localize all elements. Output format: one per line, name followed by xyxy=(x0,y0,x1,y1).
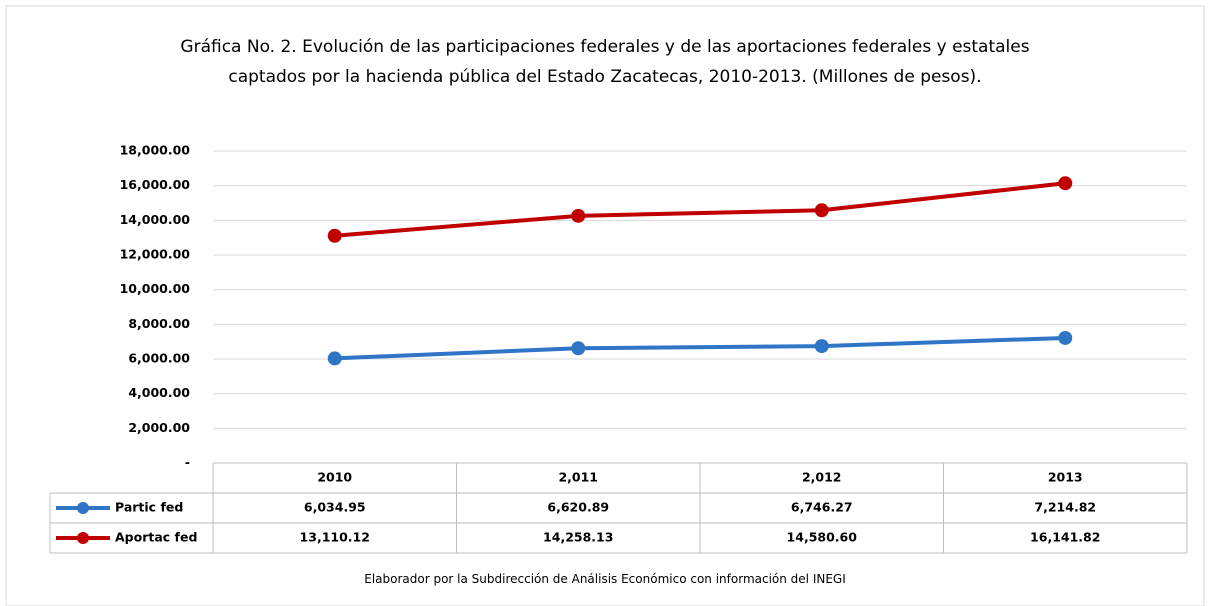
legend-label: Aportac fed xyxy=(115,530,197,545)
y-tick-label: 6,000.00 xyxy=(128,351,190,366)
table-value: 6,034.95 xyxy=(304,500,366,515)
table-value: 6,746.27 xyxy=(791,500,853,515)
x-tick-label: 2010 xyxy=(317,470,352,485)
marker xyxy=(814,339,829,354)
frame xyxy=(5,5,1205,606)
y-tick-label: 8,000.00 xyxy=(128,316,190,331)
marker xyxy=(814,203,829,218)
marker xyxy=(327,228,342,243)
series-line xyxy=(334,181,1066,238)
y-tick-label: 10,000.00 xyxy=(120,281,191,296)
table-value: 14,258.13 xyxy=(543,530,613,545)
marker xyxy=(571,208,586,223)
y-tick-label: 4,000.00 xyxy=(128,385,190,400)
y-tick-label: 16,000.00 xyxy=(120,177,191,192)
table-value: 14,580.60 xyxy=(787,530,858,545)
legend-label: Partic fed xyxy=(115,500,183,515)
chart-title: Gráfica No. 2. Evolución de las particip… xyxy=(180,37,1030,87)
marker xyxy=(571,341,586,356)
x-tick-label: 2013 xyxy=(1048,470,1083,485)
source-note: Elaborador por la Subdirección de Anális… xyxy=(364,572,846,586)
table-value: 7,214.82 xyxy=(1034,500,1096,515)
table-value: 13,110.12 xyxy=(300,530,370,545)
y-tick-label: 14,000.00 xyxy=(120,212,191,227)
marker xyxy=(1058,176,1073,191)
y-tick-label: 12,000.00 xyxy=(120,247,191,262)
table-value: 6,620.89 xyxy=(547,500,609,515)
x-tick-label: 2,012 xyxy=(802,470,842,485)
legend-marker xyxy=(77,532,89,544)
series-line xyxy=(334,335,1066,361)
marker xyxy=(1058,330,1073,345)
marker xyxy=(327,351,342,366)
y-tick-label: - xyxy=(185,455,190,470)
table-value: 16,141.82 xyxy=(1030,530,1100,545)
legend-marker xyxy=(77,502,89,514)
x-tick-label: 2,011 xyxy=(558,470,598,485)
y-tick-label: 18,000.00 xyxy=(120,143,191,158)
y-tick-label: 2,000.00 xyxy=(128,420,190,435)
